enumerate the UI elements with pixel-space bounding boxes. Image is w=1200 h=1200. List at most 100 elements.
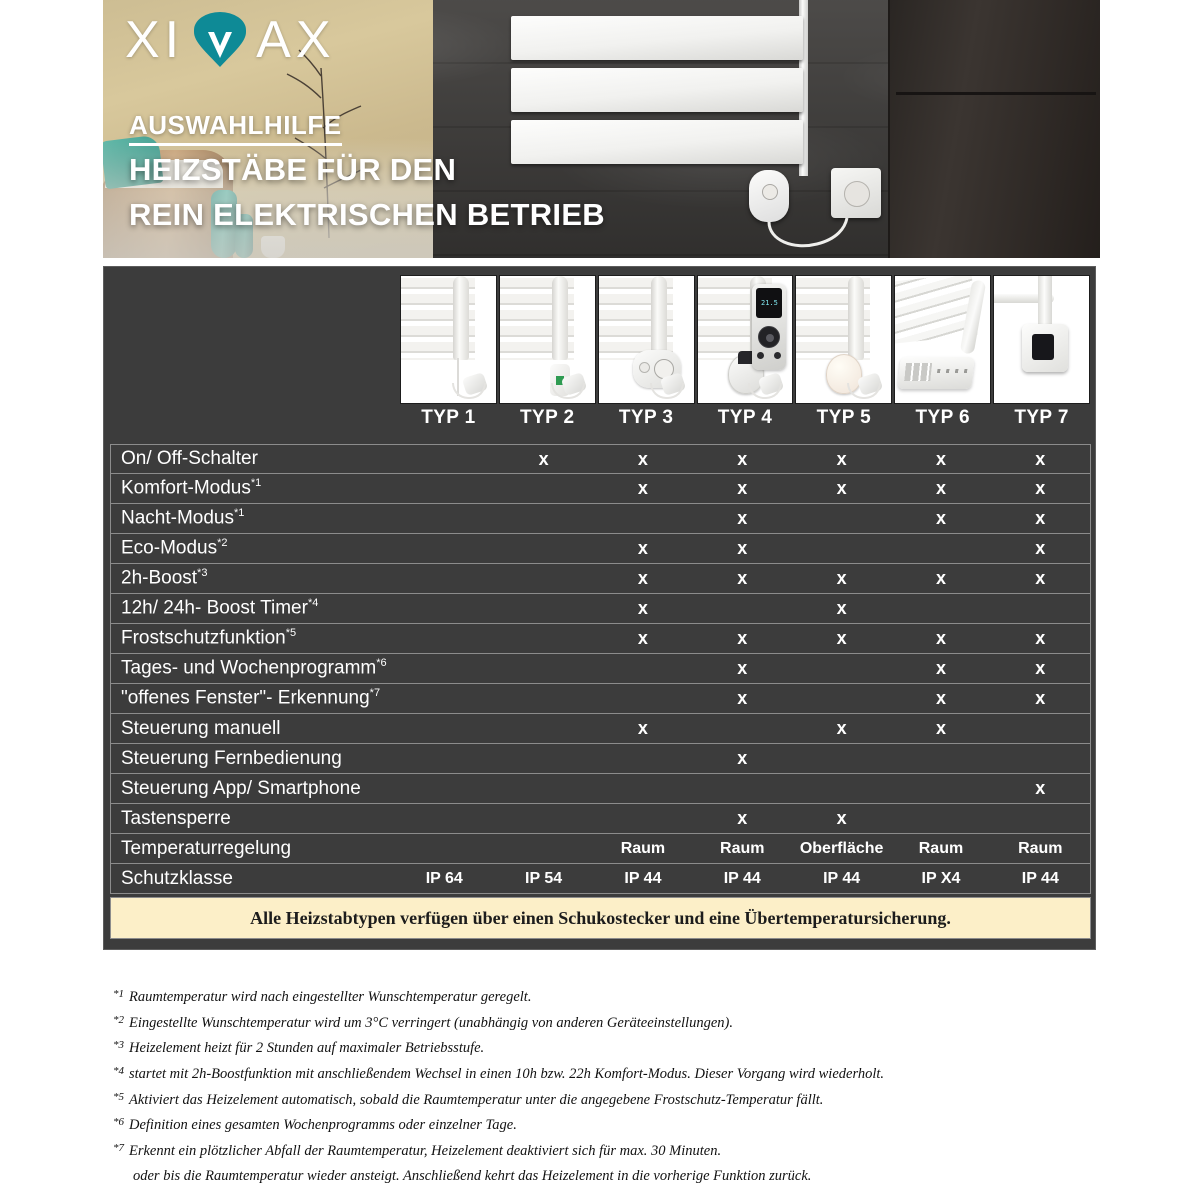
cell-value: x [935, 628, 946, 648]
cell-value: x [1035, 478, 1046, 498]
footnote-item: *4 startet mit 2h-Boostfunktion mit ansch… [113, 1065, 1113, 1083]
radiator-panel [511, 16, 803, 60]
cell-value: x [637, 718, 648, 738]
radiator-control-unit [749, 170, 789, 222]
row-label: On/ Off-Schalter [121, 448, 258, 469]
heating-rod-digital-display-thumb [993, 275, 1091, 404]
row-label: Temperaturregelung [121, 837, 292, 859]
cell-value: x [737, 538, 748, 558]
cell-value: x [737, 748, 748, 768]
power-cord [767, 217, 849, 248]
row-label: Tastensperre [121, 807, 231, 829]
cell-value: x [1035, 568, 1046, 588]
footnote-marker: *7 [369, 687, 381, 700]
cell-value: IP 64 [425, 869, 463, 887]
cell-value: x [1035, 658, 1046, 678]
column-header-typ-4: TYP 4 [717, 407, 773, 428]
logo-text-right: AX [256, 11, 336, 69]
footnote-marker: *2 [217, 537, 228, 550]
cell-value: x [637, 448, 648, 469]
footnote-text: Eingestellte Wunschtemperatur wird um 3°… [129, 1014, 733, 1031]
ximax-m-logo-mark [190, 12, 250, 68]
remote-display: 21.5 [756, 288, 783, 318]
cell-value: x [737, 478, 748, 498]
row-label: 12h/ 24h- Boost Timer*4 [121, 597, 319, 619]
hero-headline-line1: HEIZSTÄBE FÜR DEN [129, 152, 457, 187]
cell-value: x [836, 598, 847, 618]
row-label: Steuerung App/ Smartphone [121, 777, 361, 799]
table-row: Eco-Modus*2 x x x [110, 534, 1091, 564]
footnote-marker: *4 [307, 597, 319, 610]
table-row: 12h/ 24h- Boost Timer*4 x x [110, 594, 1091, 624]
footnote-marker: *7 [113, 1141, 124, 1154]
cell-value: x [1035, 778, 1046, 798]
cell-value: x [836, 628, 847, 648]
table-row: 2h-Boost*3 x x x x x [110, 564, 1091, 594]
footnote-text: startet mit 2h-Boostfunktion mit anschli… [129, 1065, 885, 1082]
bathroom-scene [103, 0, 433, 258]
heating-rod-dial-thermostat-thumb [795, 275, 893, 404]
cell-value: x [836, 568, 847, 588]
table-row: Steuerung Fernbedienung x [110, 744, 1091, 774]
cell-value: x [737, 508, 748, 528]
cell-value: x [1035, 508, 1046, 528]
footnote-item: *6 Definition eines gesamten Wochenprogra… [113, 1116, 1113, 1134]
table-row: Nacht-Modus*1 x x x [110, 504, 1091, 534]
row-label: Eco-Modus*2 [121, 537, 228, 559]
table-row: On/ Off-Schalter x x x x x x [110, 444, 1091, 474]
hero-headline-line2: REIN ELEKTRISCHEN BETRIEB [129, 197, 605, 232]
footnotes-list: *1 Raumtemperatur wird nach eingestellter… [113, 988, 1113, 1193]
comparison-table-card: 21.5 TYP 1 TYP 2 TYP 3 TYP 4 TYP 5 TYP 6… [103, 266, 1096, 950]
cell-value: x [1035, 628, 1046, 648]
footnote-item: *7 Erkennt ein plötzlicher Abfall der Rau… [113, 1142, 1113, 1160]
cell-value: Raum [1018, 839, 1063, 857]
row-label: Nacht-Modus*1 [121, 507, 245, 529]
cell-value: IP 54 [525, 869, 563, 887]
cell-value: IP 44 [723, 869, 761, 887]
table-row: Frostschutzfunktion*5 x x x x x [110, 624, 1091, 654]
cell-value: x [637, 598, 648, 618]
cell-value: x [637, 478, 648, 498]
wall-radiator [511, 0, 813, 176]
cell-value: x [737, 568, 748, 588]
hero-eyebrow: AUSWAHLHILFE [129, 110, 342, 146]
footnote-marker: *2 [113, 1013, 124, 1026]
table-row: Temperaturregelung Raum Raum Oberfläche Raum… [110, 834, 1091, 864]
cell-value: x [935, 658, 946, 678]
hero-banner: XI AX AUSWAHLHILFE HEIZSTÄBE FÜR DEN REI… [103, 0, 1100, 258]
table-row: Steuerung App/ Smartphone x [110, 774, 1091, 804]
row-label: Steuerung manuell [121, 717, 281, 739]
footnote-text: Raumtemperatur wird nach eingestellter W… [129, 989, 532, 1005]
footnote-marker: *1 [250, 477, 262, 490]
footnote-marker: *1 [234, 507, 245, 520]
cell-value: x [935, 688, 946, 708]
footnote-item: *1 Raumtemperatur wird nach eingestellter… [113, 988, 1113, 1006]
row-label: Schutzklasse [121, 867, 233, 889]
table-row: "offenes Fenster"- Erkennung*7 x x x [110, 684, 1091, 714]
footnote-marker: *1 [113, 988, 124, 1000]
column-header-typ-3: TYP 3 [618, 407, 674, 428]
footnote-text: Aktiviert das Heizelement automatisch, s… [129, 1091, 824, 1108]
cell-value: x [1035, 538, 1046, 558]
row-label: Tages- und Wochenprogramm*6 [121, 657, 387, 679]
cell-value: x [935, 718, 946, 738]
product-thumbnail-row: 21.5 [400, 275, 1091, 404]
footnote-item: *3 Heizelement heizt für 2 Stunden auf ma… [113, 1039, 1113, 1057]
table-row: Schutzklasse IP 64 IP 54 IP 44 IP 44 IP 44 IP … [110, 864, 1091, 894]
cell-value: Raum [620, 839, 666, 857]
footnote-text: Heizelement heizt für 2 Stunden auf maxi… [129, 1040, 485, 1057]
cell-value: x [836, 808, 847, 828]
footnote-text: Erkennt ein plötzlicher Abfall der Raumt… [129, 1142, 722, 1159]
cell-value: x [1035, 448, 1046, 469]
footnote-marker: *3 [113, 1039, 124, 1052]
row-label: "offenes Fenster"- Erkennung*7 [121, 687, 381, 709]
cell-value: x [737, 808, 748, 828]
cell-value: IP X4 [921, 869, 961, 887]
cell-value: x [836, 448, 847, 469]
ximax-logo: XI AX [125, 10, 336, 70]
cell-value: x [737, 448, 748, 469]
feature-rows: On/ Off-Schalter x x x x x x Komfort-Modus*1 x x x… [110, 444, 1091, 894]
footnote-item: oder bis die Raumtemperatur wieder anste… [113, 1167, 1113, 1185]
heating-rod-knob-thermostat-thumb [597, 275, 695, 404]
footnote-item: *5 Aktiviert das Heizelement automatisch,… [113, 1091, 1113, 1109]
